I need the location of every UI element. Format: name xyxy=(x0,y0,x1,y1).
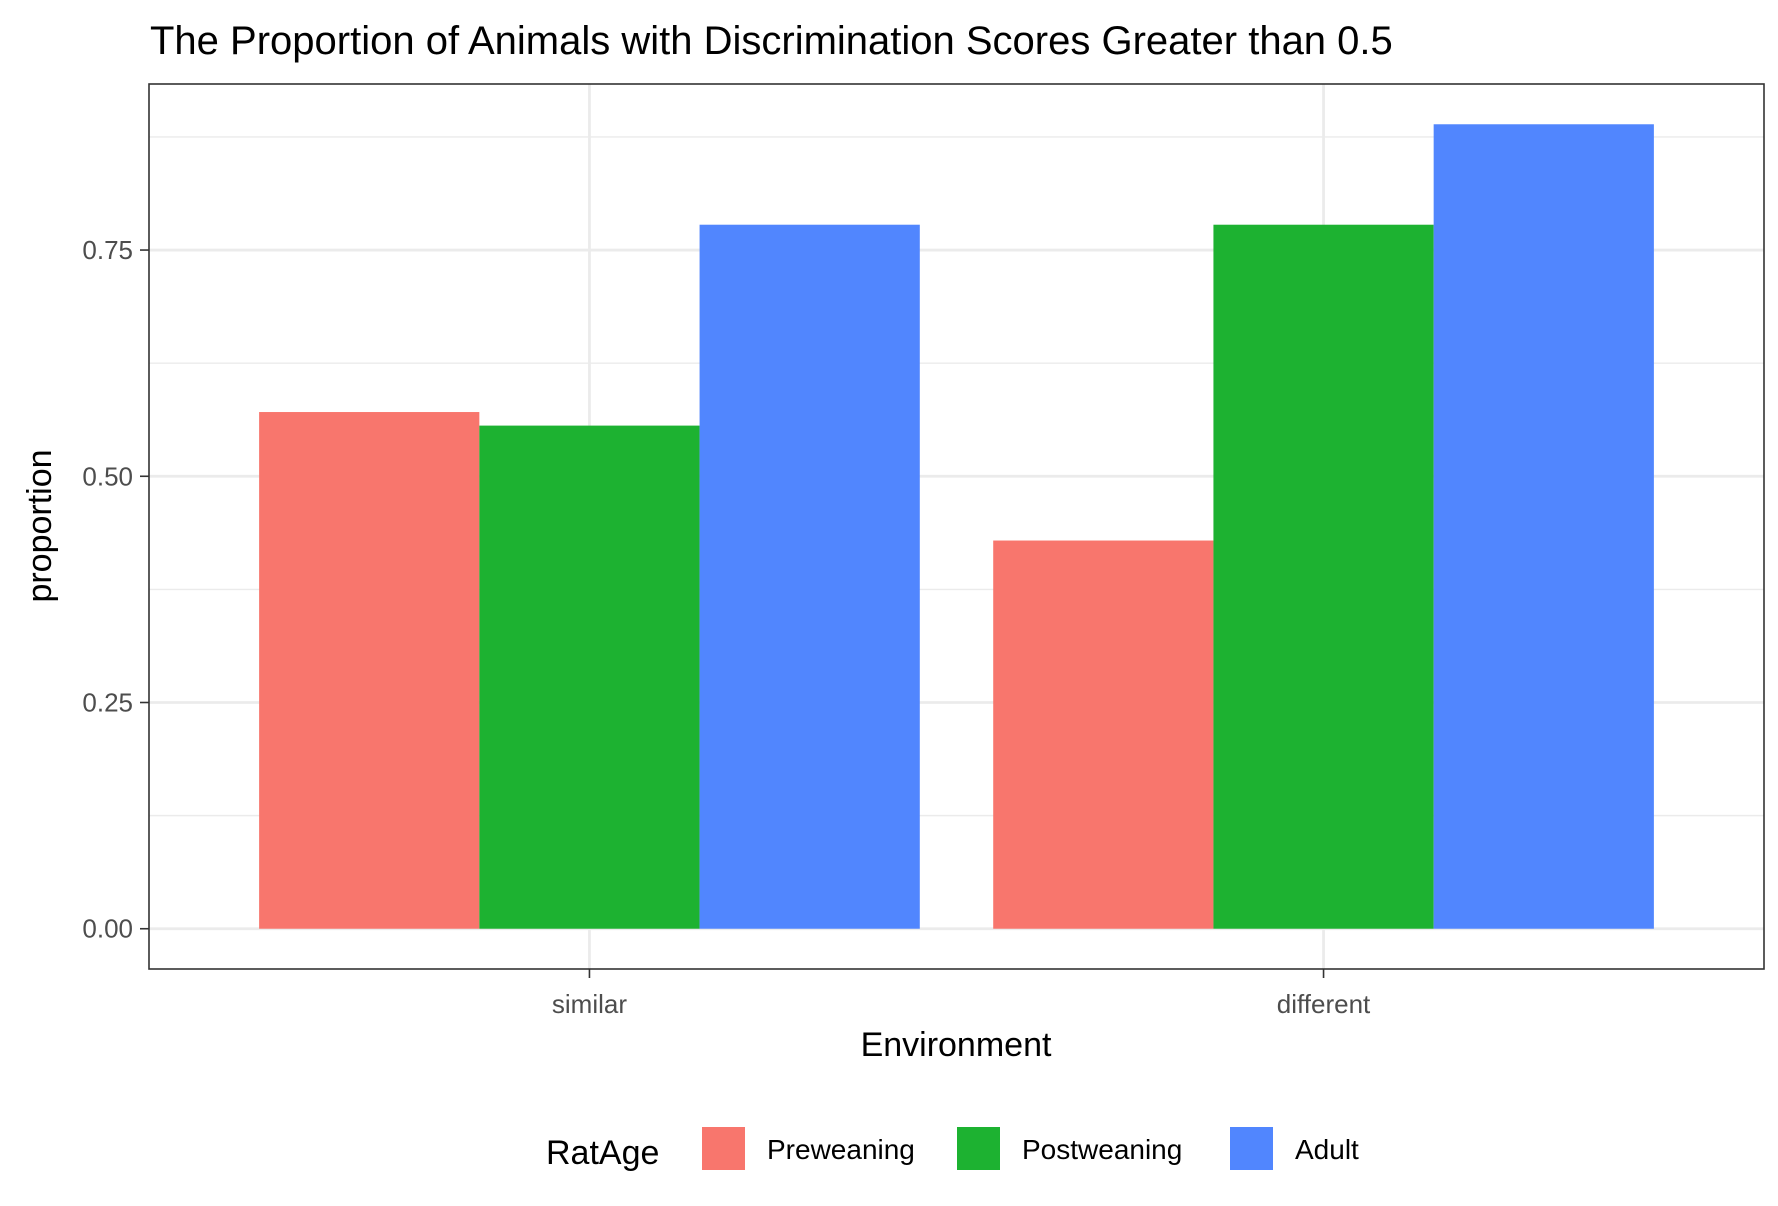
x-axis-title: Environment xyxy=(861,1026,1052,1064)
legend-label-preweaning: Preweaning xyxy=(767,1134,915,1165)
legend-label-adult: Adult xyxy=(1295,1134,1359,1165)
bar-preweaning-different xyxy=(993,540,1214,929)
chart-title: The Proportion of Animals with Discrimin… xyxy=(150,19,1393,63)
y-axis-title: proportion xyxy=(21,449,59,602)
legend-items: Preweaning Postweaning Adult xyxy=(702,1127,1359,1170)
y-tick-label: 0.00 xyxy=(82,914,133,944)
y-tick-label: 0.50 xyxy=(82,461,133,491)
legend-key-preweaning xyxy=(702,1127,745,1170)
x-tick-label: similar xyxy=(552,989,627,1019)
y-tick-label: 0.75 xyxy=(82,235,133,265)
x-tick-label: different xyxy=(1277,989,1371,1019)
bar-postweaning-different xyxy=(1213,224,1434,929)
bar-preweaning-similar xyxy=(259,412,480,929)
legend-key-adult xyxy=(1230,1127,1273,1170)
bar-postweaning-similar xyxy=(479,425,700,929)
x-axis: similar different xyxy=(552,969,1371,1019)
bars-layer xyxy=(259,124,1654,929)
legend-label-postweaning: Postweaning xyxy=(1022,1134,1182,1165)
bar-adult-similar xyxy=(699,224,920,929)
legend-title: RatAge xyxy=(546,1134,659,1172)
legend: RatAge Preweaning Postweaning Adult xyxy=(546,1127,1359,1172)
bar-adult-different xyxy=(1433,124,1654,929)
y-axis: 0.00 0.25 0.50 0.75 xyxy=(82,235,149,944)
y-tick-label: 0.25 xyxy=(82,688,133,718)
legend-key-postweaning xyxy=(957,1127,1000,1170)
plot-panel-border xyxy=(148,83,1765,970)
